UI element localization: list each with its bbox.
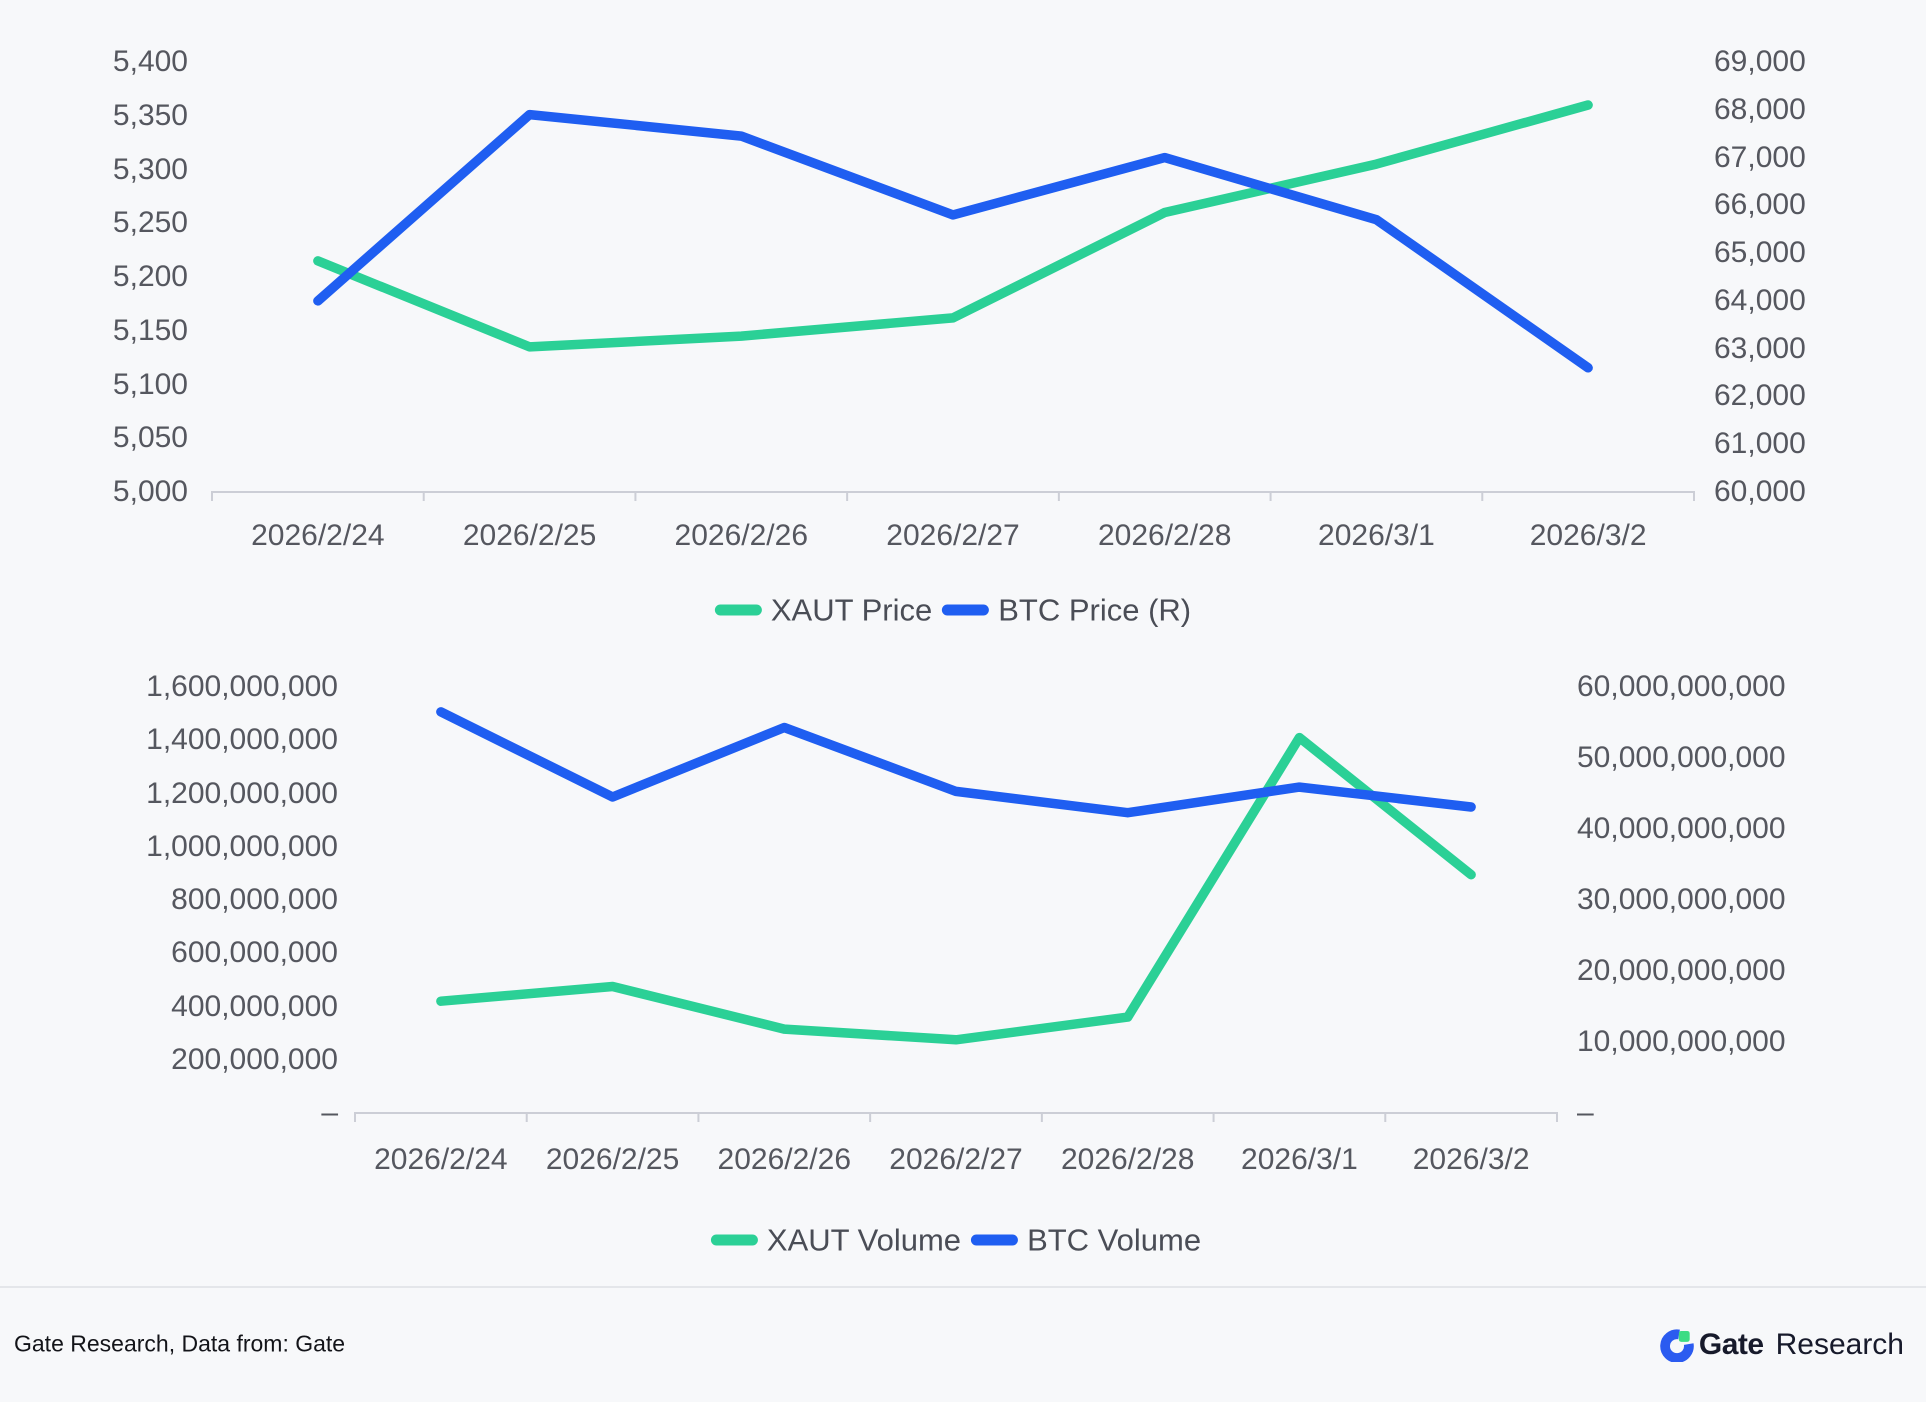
volume-x-axis-label: 2026/2/25 xyxy=(545,1143,680,1176)
volume-x-axis-label: 2026/3/1 xyxy=(1241,1143,1358,1176)
legend-item-btc-volume[interactable]: BTC Volume xyxy=(971,1225,1201,1256)
price-left-axis-label: 5,100 xyxy=(112,367,188,401)
price-x-axis-label: 2026/2/28 xyxy=(1097,519,1232,552)
price-left-axis-label: 5,250 xyxy=(112,206,188,240)
volume-right-axis-label: 40,000,000,000 xyxy=(1577,812,1786,845)
legend-label-xaut-volume: XAUT Volume xyxy=(766,1222,962,1258)
price-x-axis-label: 2026/3/1 xyxy=(1318,519,1435,552)
volume-right-axis-label: 60,000,000,000 xyxy=(1577,670,1786,703)
price-right-axis-label: 67,000 xyxy=(1714,140,1806,174)
gate-logo-text-bold: Gate xyxy=(1698,1328,1764,1361)
price-x-axis-label: 2026/2/26 xyxy=(674,519,809,552)
price-right-axis-label: 60,000 xyxy=(1714,475,1806,508)
legend-item-btc-price-r[interactable]: BTC Price (R) xyxy=(942,595,1191,626)
volume-left-axis-label: 1,200,000,000 xyxy=(146,776,338,810)
series-line-btc-volume xyxy=(436,707,1476,818)
price-left-axis-label: 5,350 xyxy=(112,98,188,132)
volume-x-axis-label: 2026/2/26 xyxy=(717,1143,852,1176)
price-left-axis-label: 5,000 xyxy=(112,475,188,508)
price-right-axis-label: 68,000 xyxy=(1714,92,1806,126)
volume-x-axis-label: 2026/2/27 xyxy=(889,1143,1023,1176)
legend-swatch-btc-volume xyxy=(971,1234,1019,1246)
footer-source-text: Gate Research, Data from: Gate xyxy=(14,1330,346,1357)
gate-logo-mark-icon xyxy=(1660,1329,1694,1362)
series-line-xaut-price xyxy=(313,100,1593,352)
gate-logo-text-regular: Research xyxy=(1775,1328,1904,1361)
price-right-axis-label: 62,000 xyxy=(1714,379,1806,413)
price-right-axis-label: 61,000 xyxy=(1714,427,1806,461)
legend-item-xaut-volume[interactable]: XAUT Volume xyxy=(710,1222,962,1258)
price-right-axis-label: 65,000 xyxy=(1714,236,1806,270)
volume-left-axis-label: 400,000,000 xyxy=(171,989,338,1023)
price-right-axis-label: 64,000 xyxy=(1714,283,1806,317)
legend-swatch-btc-price-r xyxy=(942,604,990,616)
volume-left-axis-label: 200,000,000 xyxy=(171,1042,338,1076)
volume-left-axis-label: 1,600,000,000 xyxy=(146,670,338,703)
volume-right-axis-label: 20,000,000,000 xyxy=(1577,954,1786,987)
footer-divider xyxy=(0,1286,1926,1288)
legend-item-xaut-price[interactable]: XAUT Price xyxy=(714,592,933,628)
legend-label-btc-volume: BTC Volume xyxy=(1027,1222,1202,1258)
volume-right-axis-label: 50,000,000,000 xyxy=(1577,741,1786,774)
volume-right-axis-label: 10,000,000,000 xyxy=(1577,1025,1786,1058)
legend-swatch-xaut-volume xyxy=(710,1234,758,1246)
volume-legend: XAUT Volume BTC Volume xyxy=(710,1222,1201,1258)
volume-right-axis-label: – xyxy=(1577,1096,1594,1129)
volume-left-axis-label: – xyxy=(321,1096,338,1129)
price-legend: XAUT Price BTC Price (R) xyxy=(714,592,1191,628)
price-x-axis-label: 2026/3/2 xyxy=(1529,519,1647,552)
legend-label-btc-price-r: BTC Price (R) xyxy=(998,592,1192,628)
price-x-axis-label: 2026/2/24 xyxy=(251,519,385,552)
price-x-axis-label: 2026/2/25 xyxy=(462,519,597,552)
price-right-axis-label: 66,000 xyxy=(1714,188,1806,222)
volume-x-axis-label: 2026/2/28 xyxy=(1060,1143,1195,1176)
gate-research-logo: Gate Research xyxy=(1660,1328,1904,1362)
series-line-xaut-volume xyxy=(436,732,1476,1045)
legend-label-xaut-price: XAUT Price xyxy=(770,592,933,628)
price-left-axis-label: 5,300 xyxy=(112,152,188,186)
price-left-axis-label: 5,200 xyxy=(112,260,188,293)
price-left-axis-label: 5,150 xyxy=(112,313,188,347)
volume-x-axis-label: 2026/2/24 xyxy=(374,1143,508,1176)
volume-left-axis-label: 800,000,000 xyxy=(171,883,338,916)
price-left-axis-label: 5,400 xyxy=(112,45,188,78)
price-left-axis-label: 5,050 xyxy=(112,421,188,455)
volume-right-axis-label: 30,000,000,000 xyxy=(1577,883,1786,916)
volume-left-axis-label: 1,400,000,000 xyxy=(146,723,338,757)
volume-x-axis-label: 2026/3/2 xyxy=(1412,1143,1530,1176)
price-x-axis-label: 2026/2/27 xyxy=(886,519,1020,552)
price-right-axis-label: 63,000 xyxy=(1714,331,1806,365)
volume-left-axis-label: 600,000,000 xyxy=(171,936,338,970)
price-right-axis-label: 69,000 xyxy=(1714,45,1806,78)
series-line-btc-price-r xyxy=(313,109,1593,373)
volume-left-axis-label: 1,000,000,000 xyxy=(146,829,338,863)
legend-swatch-xaut-price xyxy=(714,604,762,616)
